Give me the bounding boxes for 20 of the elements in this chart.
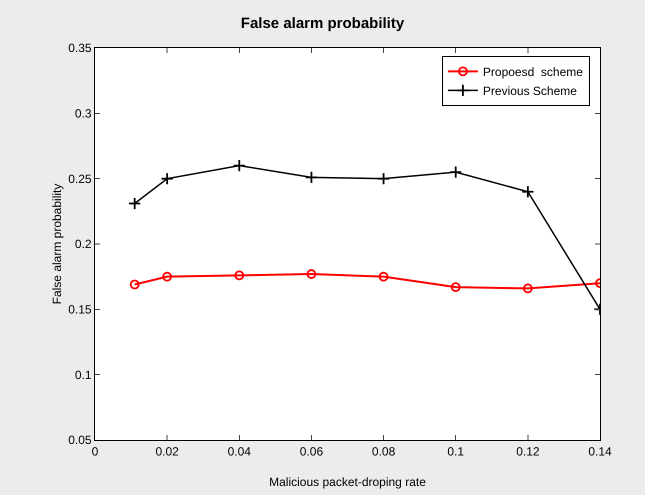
legend-label: Previous Scheme bbox=[482, 84, 578, 98]
x-tick-label: 0.14 bbox=[588, 444, 612, 458]
x-tick-label: 0.08 bbox=[372, 444, 396, 458]
chart-title: False alarm probability bbox=[240, 14, 405, 32]
x-axis-title: Malicious packet-droping rate bbox=[269, 475, 426, 489]
x-tick-label: 0.12 bbox=[516, 444, 540, 458]
x-tick-label: 0.06 bbox=[300, 444, 324, 458]
y-tick-label: 0.05 bbox=[68, 433, 92, 448]
x-tick-label: 0.04 bbox=[228, 444, 252, 458]
y-tick-label: 0.2 bbox=[74, 237, 92, 252]
y-tick-label: 0.15 bbox=[68, 302, 92, 317]
y-tick-label: 0.25 bbox=[68, 172, 92, 186]
x-tick-label: 0.1 bbox=[447, 444, 464, 458]
y-axis-title: False alarm probability bbox=[50, 184, 64, 304]
x-tick-label: 0.02 bbox=[155, 444, 180, 458]
x-tick-label: 0 bbox=[92, 444, 99, 458]
legend-label: Propoesd scheme bbox=[482, 65, 584, 80]
y-tick-label: 0.35 bbox=[68, 41, 92, 56]
y-tick-label: 0.1 bbox=[74, 368, 92, 382]
y-tick-label: 0.3 bbox=[74, 106, 92, 121]
